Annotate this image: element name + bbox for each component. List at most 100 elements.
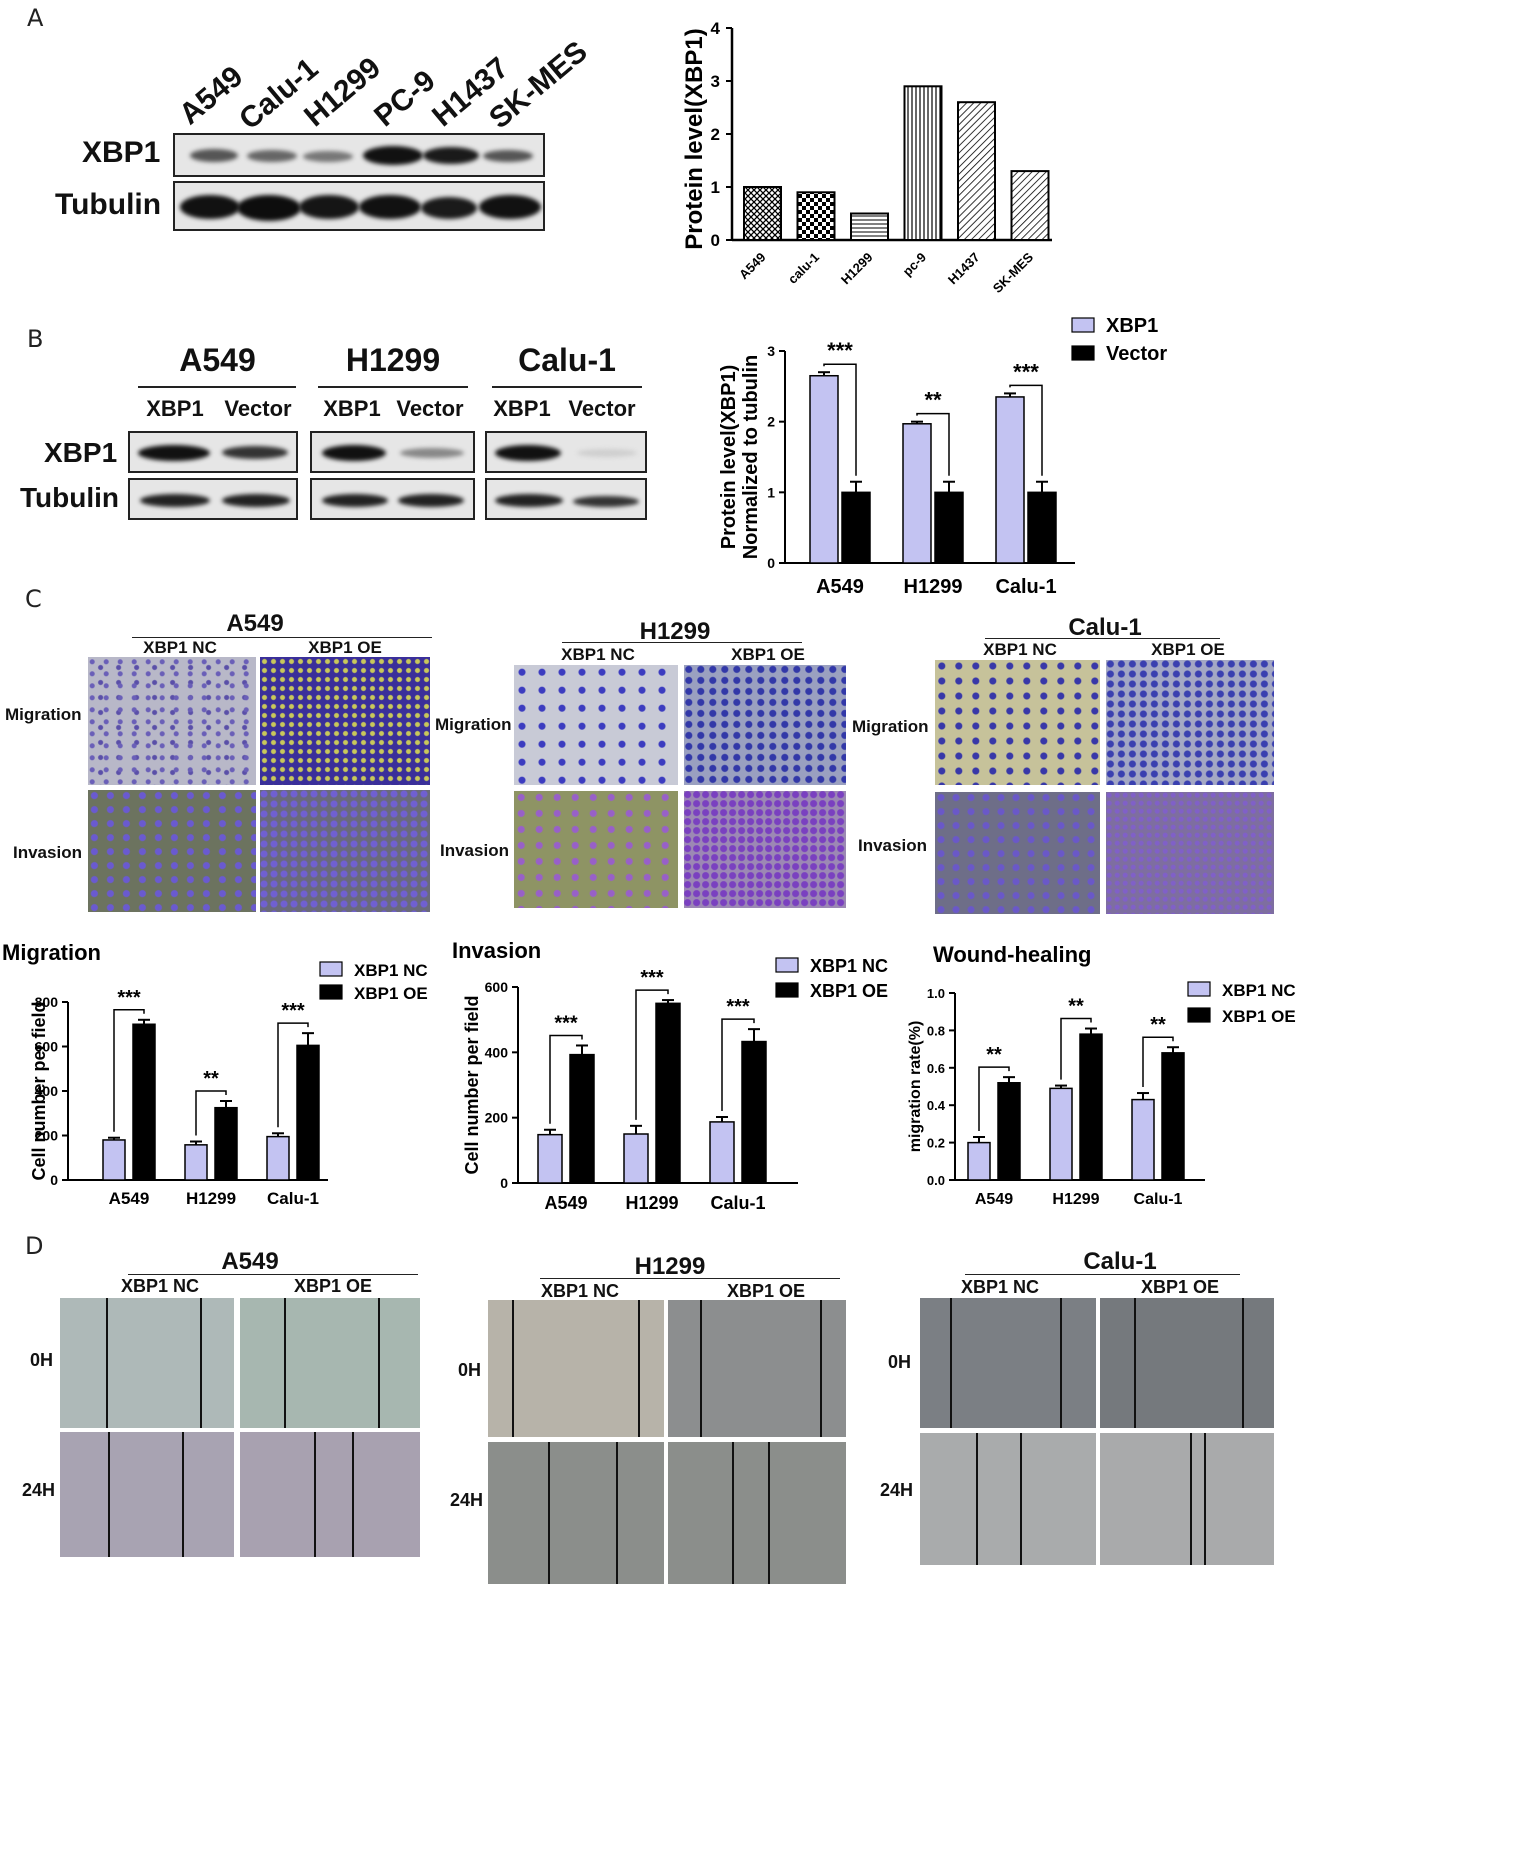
micro-d-cond-nc: XBP1 NC: [540, 1281, 620, 1301]
x-tick-label: pc-9: [900, 250, 930, 280]
blot-b-lane-xbp1: XBP1: [146, 396, 204, 421]
micro-c-cond-nc: XBP1 NC: [143, 638, 217, 657]
significance-bracket: [1142, 1036, 1174, 1088]
blot-b-lane-xbp1: XBP1: [323, 396, 381, 421]
micro-d-h1299-24h-oe: [668, 1442, 846, 1584]
micro-d-a549-0h-nc: [60, 1298, 234, 1428]
chart-title: Migration: [2, 940, 101, 965]
x-tick-label: H1437: [945, 250, 983, 288]
significance-bracket: [1060, 1017, 1092, 1080]
band: [495, 445, 561, 461]
y-tick-label: 4: [711, 19, 721, 38]
x-tick-label: SK-MES: [990, 249, 1037, 296]
micro-d-cond-oe: XBP1 OE: [293, 1276, 373, 1296]
micro-c-calu1-migration-nc: [935, 660, 1100, 785]
bar: [902, 423, 932, 564]
x-tick-label: H1299: [186, 1189, 236, 1208]
micro-c-group-line: [132, 637, 432, 638]
scratch-edge: [700, 1300, 702, 1437]
bar: [537, 1133, 563, 1184]
micro-d-h1299-0h-nc: [488, 1300, 664, 1437]
significance-label: **: [1150, 1014, 1166, 1036]
micro-c-a549-invasion-oe: [260, 790, 430, 912]
blot-b-group-line: [138, 386, 296, 388]
legend-swatch: [1071, 345, 1095, 361]
micro-c-row-migration: Migration: [5, 705, 82, 724]
micro-d-cond-oe: XBP1 OE: [726, 1281, 806, 1301]
significance-bracket: [823, 363, 857, 476]
bar: [1010, 170, 1050, 242]
scratch-edge: [1134, 1298, 1136, 1428]
micro-c-h1299-migration-oe: [684, 665, 846, 785]
bar: [132, 1023, 156, 1181]
x-tick-label: H1299: [838, 250, 876, 288]
scratch-edge: [1020, 1433, 1022, 1565]
micro-d-row-0h: 0H: [888, 1352, 912, 1372]
band: [495, 494, 563, 507]
chart-c-wound-svg: 0.0 0.2 0.4 0.6 0.8 1.0 migration rate(%) Wound…: [907, 942, 1296, 1208]
scratch-edge: [1190, 1433, 1192, 1565]
band: [359, 195, 421, 219]
micro-d-cond-nc: XBP1 NC: [960, 1277, 1040, 1297]
y-axis-label: Protein level(XBP1): [681, 28, 708, 249]
bar: [184, 1144, 208, 1181]
bar: [841, 491, 871, 564]
micro-c-group-line: [562, 642, 802, 643]
micro-c-h1299-invasion-oe: [684, 791, 846, 908]
y-axis-label: Protein level(XBP1): [718, 365, 740, 550]
y-tick-label: 200: [35, 1128, 59, 1144]
significance-label: **: [203, 1068, 219, 1090]
band: [573, 496, 639, 507]
micro-c-calu1-migration-oe: [1106, 660, 1274, 785]
significance-bracket: [277, 1022, 309, 1128]
y-tick-label: 1: [767, 484, 775, 500]
micro-d-cond-nc: XBP1 NC: [120, 1276, 200, 1296]
micro-c-h1299-migration-nc: [514, 665, 678, 785]
micro-d-group-line: [128, 1274, 418, 1275]
x-tick-label: H1299: [904, 576, 963, 598]
band: [140, 494, 210, 507]
y-tick-label: 400: [485, 1044, 509, 1060]
micro-d-group-calu1: Calu-1: [1083, 1248, 1157, 1275]
legend-label: Vector: [1106, 343, 1167, 365]
scratch-edge: [616, 1442, 618, 1584]
scratch-edge: [314, 1432, 316, 1557]
blot-b-lane-xbp1: XBP1: [493, 396, 551, 421]
blot-b-group-line: [318, 386, 468, 388]
y-tick-label: 0.4: [927, 1098, 946, 1113]
legend-label: XBP1 OE: [810, 981, 888, 1001]
scratch-edge: [1204, 1433, 1206, 1565]
micro-c-h1299-invasion-nc: [514, 791, 678, 908]
significance-label: ***: [640, 967, 664, 989]
bar: [796, 191, 836, 242]
band: [363, 146, 423, 165]
micro-c-row-invasion: Invasion: [858, 836, 927, 855]
band: [483, 150, 533, 162]
blot-b-lane-vector: Vector: [224, 396, 292, 421]
x-tick-label: Calu-1: [995, 576, 1056, 598]
scratch-edge: [378, 1298, 380, 1428]
blot-b-row-label-tubulin: Tubulin: [20, 482, 119, 513]
micro-c-a549-migration-nc: [88, 657, 256, 785]
micro-d-row-24h: 24H: [880, 1480, 914, 1500]
x-tick-label: A549: [975, 1191, 1013, 1208]
bar: [1049, 1087, 1073, 1181]
blot-a-row-label-tubulin: Tubulin: [55, 188, 162, 221]
band: [237, 195, 301, 221]
legend-label: XBP1 NC: [354, 961, 428, 980]
micro-c-cond-oe: XBP1 OE: [731, 645, 805, 664]
legend-swatch: [775, 982, 799, 998]
micro-d-calu1-24h-oe: [1100, 1433, 1274, 1565]
x-tick-label: A549: [816, 576, 864, 598]
legend-label: XBP1 NC: [810, 956, 888, 976]
legend-swatch: [1071, 317, 1095, 333]
micro-d-row-0h: 0H: [458, 1360, 482, 1380]
y-tick-label: 0: [767, 555, 775, 571]
scratch-edge: [732, 1442, 734, 1584]
y-axis-label: migration rate(%): [907, 1021, 924, 1153]
legend-label: XBP1 OE: [354, 984, 428, 1003]
micro-d-group-h1299: H1299: [634, 1253, 706, 1280]
significance-label: ***: [1013, 359, 1039, 384]
scratch-edge: [106, 1298, 108, 1428]
blot-a-tubulin-strip: [173, 181, 545, 231]
